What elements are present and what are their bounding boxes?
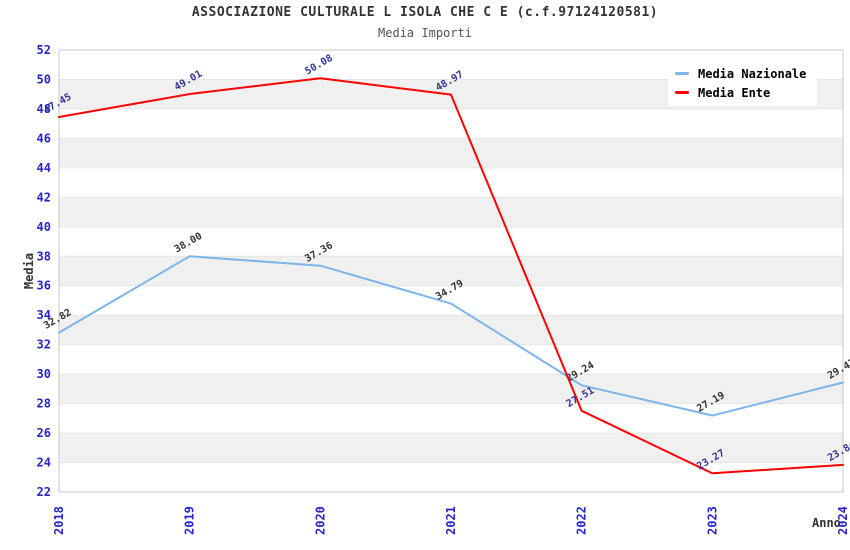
y-axis-title: Media bbox=[22, 252, 36, 290]
y-tick-label: 22 bbox=[37, 485, 51, 499]
y-tick-label: 40 bbox=[37, 220, 51, 234]
x-tick-label: 2024 bbox=[836, 506, 850, 535]
x-tick-label: 2023 bbox=[705, 506, 719, 535]
y-tick-label: 50 bbox=[37, 72, 51, 86]
legend-label-media-nazionale: Media Nazionale bbox=[698, 66, 807, 81]
y-tick-label: 32 bbox=[37, 338, 51, 352]
plot-border bbox=[58, 49, 844, 493]
grid-band bbox=[59, 256, 843, 286]
grid-band bbox=[59, 138, 843, 168]
grid-band bbox=[59, 433, 843, 463]
y-tick-label: 36 bbox=[37, 279, 51, 293]
y-tick-label: 38 bbox=[37, 249, 51, 263]
x-tick-label: 2019 bbox=[183, 506, 197, 535]
data-label-media-ente: 50.08 bbox=[303, 53, 335, 78]
y-tick-label: 44 bbox=[37, 161, 51, 175]
grid-band bbox=[59, 197, 843, 227]
y-tick-label: 52 bbox=[37, 43, 51, 57]
x-tick-label: 2020 bbox=[313, 506, 327, 535]
series-line-media-ente[interactable] bbox=[58, 77, 844, 475]
x-tick-label: 2018 bbox=[52, 506, 66, 535]
chart-subtitle: Media Importi bbox=[378, 26, 472, 40]
y-tick-label: 42 bbox=[37, 190, 51, 204]
y-tick-label: 46 bbox=[37, 131, 51, 145]
series-line-media-nazionale[interactable] bbox=[58, 255, 844, 417]
x-axis-title: Anno bbox=[812, 516, 841, 530]
y-tick-label: 30 bbox=[37, 367, 51, 381]
legend-item-media-nazionale[interactable]: Media Nazionale bbox=[675, 64, 817, 83]
y-tick-label: 24 bbox=[37, 456, 51, 470]
legend-item-media-ente[interactable]: Media Ente bbox=[675, 83, 817, 102]
x-tick-label: 2021 bbox=[444, 506, 458, 535]
legend: Media Nazionale Media Ente bbox=[668, 60, 817, 106]
grid-band bbox=[59, 315, 843, 345]
chart-title: ASSOCIAZIONE CULTURALE L ISOLA CHE C E (… bbox=[191, 5, 659, 20]
data-label-media-nazionale: 38.00 bbox=[173, 231, 205, 256]
y-tick-label: 26 bbox=[37, 426, 51, 440]
y-tick-label: 28 bbox=[37, 397, 51, 411]
legend-label-media-ente: Media Ente bbox=[698, 85, 771, 100]
x-tick-label: 2022 bbox=[575, 506, 589, 535]
y-tick-label: 34 bbox=[37, 308, 51, 322]
grid-band bbox=[59, 374, 843, 404]
y-tick-label: 48 bbox=[37, 102, 51, 116]
series-swatch-media-ente bbox=[675, 91, 689, 94]
series-swatch-media-nazionale bbox=[675, 72, 689, 75]
